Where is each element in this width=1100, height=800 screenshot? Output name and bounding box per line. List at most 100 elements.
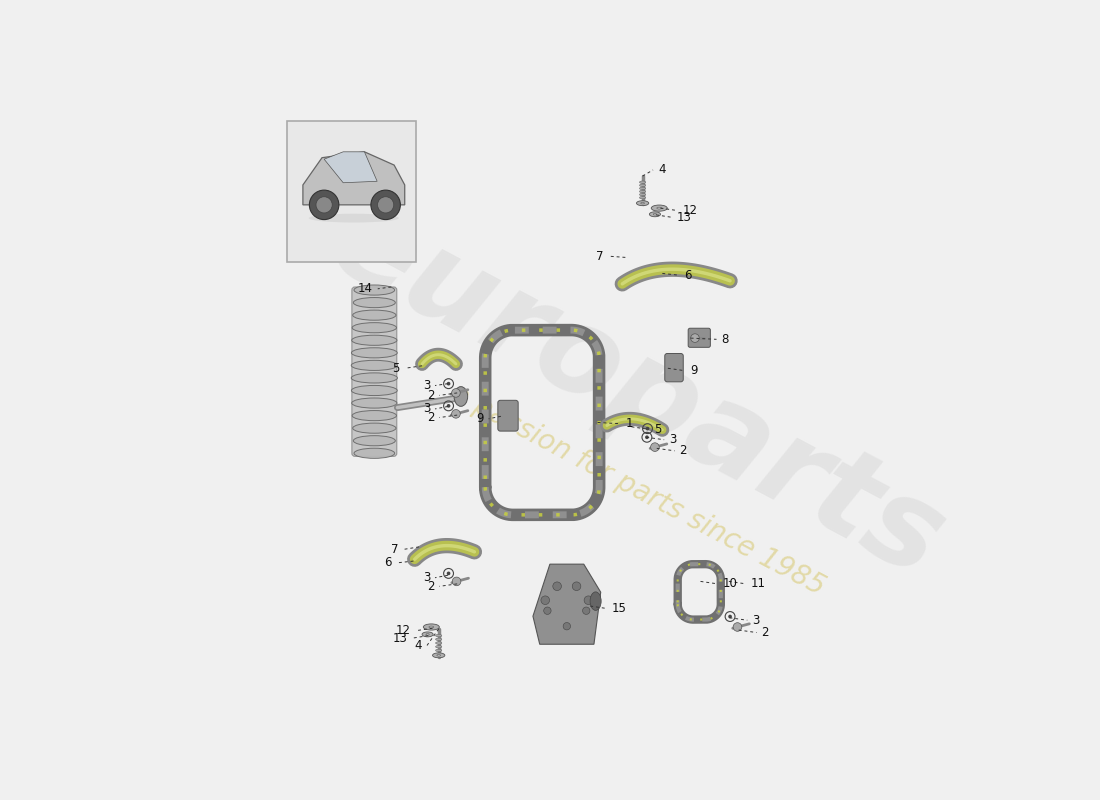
Text: 1: 1 — [625, 418, 632, 430]
Text: 6: 6 — [684, 269, 692, 282]
Circle shape — [553, 582, 561, 590]
Circle shape — [371, 190, 400, 219]
Text: 4: 4 — [415, 639, 422, 652]
Text: 6: 6 — [384, 557, 392, 570]
Circle shape — [733, 622, 741, 631]
Ellipse shape — [352, 398, 397, 408]
Circle shape — [541, 596, 550, 605]
Ellipse shape — [436, 646, 442, 648]
Ellipse shape — [639, 197, 646, 199]
FancyBboxPatch shape — [352, 287, 397, 456]
Ellipse shape — [426, 634, 429, 635]
Text: 3: 3 — [422, 571, 430, 584]
Text: a passion for parts since 1985: a passion for parts since 1985 — [446, 379, 829, 601]
Ellipse shape — [639, 184, 646, 186]
Circle shape — [452, 389, 460, 398]
Ellipse shape — [352, 410, 396, 421]
Ellipse shape — [429, 626, 433, 628]
Ellipse shape — [351, 360, 397, 370]
Text: 5: 5 — [653, 422, 661, 436]
Ellipse shape — [354, 285, 395, 295]
Circle shape — [646, 426, 649, 430]
Circle shape — [543, 607, 551, 614]
Text: 15: 15 — [612, 602, 627, 615]
Text: 3: 3 — [752, 614, 760, 626]
Ellipse shape — [437, 654, 440, 656]
Circle shape — [572, 582, 581, 590]
Ellipse shape — [653, 214, 657, 215]
FancyBboxPatch shape — [498, 400, 518, 431]
Ellipse shape — [351, 373, 397, 383]
Text: 7: 7 — [392, 543, 398, 556]
Ellipse shape — [351, 348, 397, 358]
Circle shape — [377, 197, 394, 213]
Ellipse shape — [353, 298, 395, 308]
Circle shape — [645, 435, 649, 439]
Text: 12: 12 — [396, 624, 411, 637]
Text: 2: 2 — [427, 580, 434, 593]
Circle shape — [583, 607, 590, 614]
Text: europarts: europarts — [312, 182, 964, 602]
Circle shape — [447, 404, 450, 408]
Ellipse shape — [353, 310, 396, 320]
Polygon shape — [302, 152, 405, 205]
Text: 4: 4 — [658, 163, 666, 177]
Circle shape — [447, 382, 450, 386]
Ellipse shape — [651, 205, 668, 211]
Text: 13: 13 — [393, 631, 408, 645]
Circle shape — [728, 614, 732, 618]
Ellipse shape — [639, 194, 646, 196]
Ellipse shape — [454, 386, 467, 406]
Text: 9: 9 — [690, 364, 697, 378]
Ellipse shape — [637, 201, 649, 206]
Ellipse shape — [352, 335, 397, 346]
Text: 14: 14 — [358, 282, 373, 295]
Text: 2: 2 — [427, 389, 434, 402]
Ellipse shape — [353, 423, 396, 434]
Circle shape — [309, 190, 339, 219]
Ellipse shape — [436, 638, 442, 641]
Ellipse shape — [354, 448, 395, 458]
Ellipse shape — [436, 649, 442, 652]
Ellipse shape — [649, 212, 660, 217]
Circle shape — [452, 410, 460, 418]
FancyBboxPatch shape — [689, 328, 711, 347]
Ellipse shape — [353, 436, 395, 446]
Ellipse shape — [639, 190, 646, 193]
Ellipse shape — [590, 592, 602, 610]
Ellipse shape — [640, 202, 645, 204]
Text: 2: 2 — [680, 444, 688, 458]
Bar — [286, 121, 416, 262]
Text: 8: 8 — [722, 333, 729, 346]
Text: 13: 13 — [678, 211, 692, 224]
Circle shape — [563, 622, 571, 630]
Text: 3: 3 — [422, 379, 430, 392]
Ellipse shape — [352, 322, 396, 333]
FancyBboxPatch shape — [664, 354, 683, 382]
Ellipse shape — [436, 642, 442, 644]
Ellipse shape — [436, 634, 442, 637]
Ellipse shape — [639, 181, 646, 183]
Ellipse shape — [424, 624, 439, 630]
Circle shape — [584, 596, 593, 605]
Ellipse shape — [422, 632, 433, 637]
Text: 10: 10 — [723, 578, 738, 590]
Ellipse shape — [309, 214, 399, 222]
Circle shape — [452, 577, 461, 586]
Circle shape — [650, 443, 659, 451]
Text: 11: 11 — [751, 578, 766, 590]
Text: 3: 3 — [669, 434, 676, 446]
Text: 9: 9 — [476, 412, 484, 426]
Circle shape — [447, 571, 450, 575]
Polygon shape — [324, 152, 377, 182]
Ellipse shape — [351, 386, 397, 395]
Ellipse shape — [657, 207, 661, 209]
Text: 12: 12 — [683, 204, 697, 217]
Text: 5: 5 — [393, 362, 400, 374]
Text: 7: 7 — [596, 250, 603, 262]
Text: 2: 2 — [761, 626, 769, 639]
Ellipse shape — [639, 187, 646, 190]
Text: 2: 2 — [427, 411, 434, 424]
Text: 3: 3 — [422, 402, 430, 415]
Polygon shape — [532, 564, 601, 644]
